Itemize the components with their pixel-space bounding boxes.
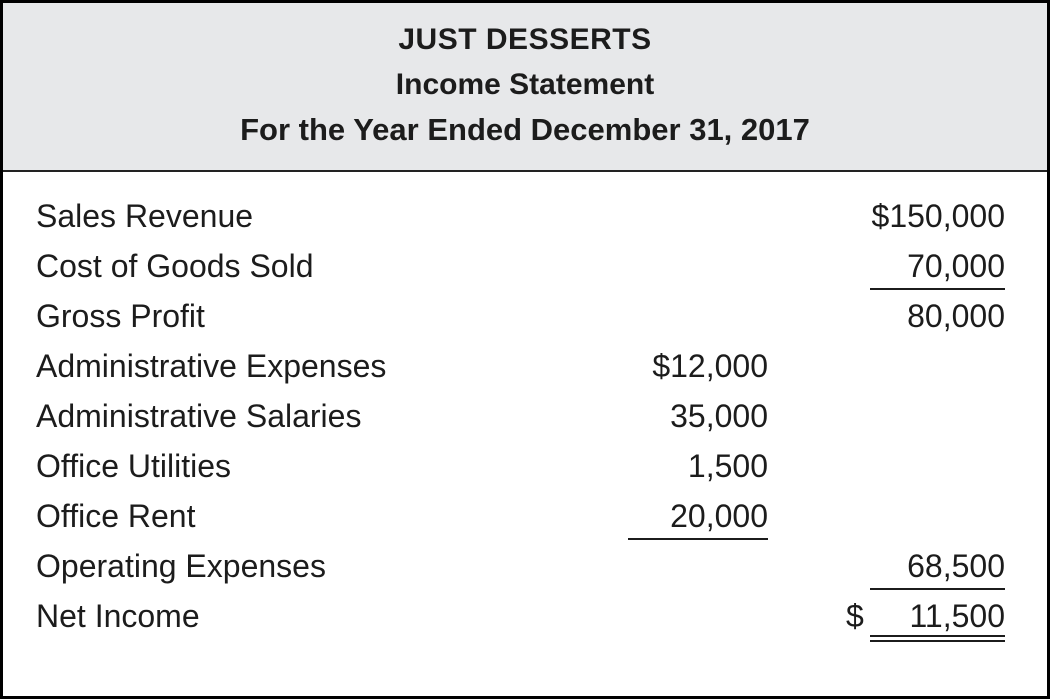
row-label: Office Rent bbox=[36, 498, 196, 534]
row-label: Office Utilities bbox=[36, 448, 232, 484]
row-amount-right: 68,500 bbox=[870, 548, 1005, 590]
row-amount-mid: $12,000 bbox=[652, 348, 768, 384]
statement-body: Sales Revenue $150,000 Cost of Goods Sol… bbox=[3, 172, 1047, 642]
statement-period: For the Year Ended December 31, 2017 bbox=[240, 112, 810, 147]
row-amount-mid bbox=[628, 585, 768, 590]
row-administrative-salaries: Administrative Salaries 35,000 bbox=[36, 390, 1005, 440]
row-sales-revenue: Sales Revenue $150,000 bbox=[36, 190, 1005, 240]
row-amount-mid: 1,500 bbox=[687, 448, 768, 484]
row-cost-of-goods-sold: Cost of Goods Sold 70,000 bbox=[36, 240, 1005, 290]
statement-title: Income Statement bbox=[395, 68, 655, 101]
row-administrative-expenses: Administrative Expenses $12,000 bbox=[36, 340, 1005, 390]
row-label: Sales Revenue bbox=[36, 198, 254, 234]
row-office-rent: Office Rent 20,000 bbox=[36, 490, 1005, 540]
row-amount-mid bbox=[628, 335, 768, 340]
row-label: Net Income bbox=[36, 598, 200, 634]
row-amount-right bbox=[870, 435, 1005, 440]
currency-symbol: $ bbox=[846, 598, 864, 634]
row-amount-right: 80,000 bbox=[907, 298, 1005, 334]
row-label: Gross Profit bbox=[36, 298, 205, 334]
row-label: Administrative Expenses bbox=[36, 348, 387, 384]
net-income-amount: 11,500 bbox=[870, 598, 1005, 642]
row-net-income: Net Income $ 11,500 bbox=[36, 590, 1005, 642]
row-label: Administrative Salaries bbox=[36, 398, 362, 434]
row-amount-right: 70,000 bbox=[870, 248, 1005, 290]
row-label: Operating Expenses bbox=[36, 548, 326, 584]
statement-header: JUST DESSERTS Income Statement For the Y… bbox=[3, 3, 1047, 172]
row-amount-mid: 35,000 bbox=[670, 398, 768, 434]
row-amount-right bbox=[870, 385, 1005, 390]
row-office-utilities: Office Utilities 1,500 bbox=[36, 440, 1005, 490]
row-operating-expenses: Operating Expenses 68,500 bbox=[36, 540, 1005, 590]
row-amount-mid bbox=[628, 285, 768, 290]
row-amount-right bbox=[870, 535, 1005, 540]
row-gross-profit: Gross Profit 80,000 bbox=[36, 290, 1005, 340]
row-amount-right bbox=[870, 485, 1005, 490]
row-amount-right: $ 11,500 bbox=[846, 598, 1005, 642]
row-amount-right: $150,000 bbox=[871, 198, 1005, 234]
company-name: JUST DESSERTS bbox=[398, 23, 652, 56]
row-label: Cost of Goods Sold bbox=[36, 248, 314, 284]
row-amount-mid bbox=[628, 635, 768, 640]
row-amount-mid: 20,000 bbox=[628, 498, 768, 540]
row-amount-mid bbox=[628, 235, 768, 240]
